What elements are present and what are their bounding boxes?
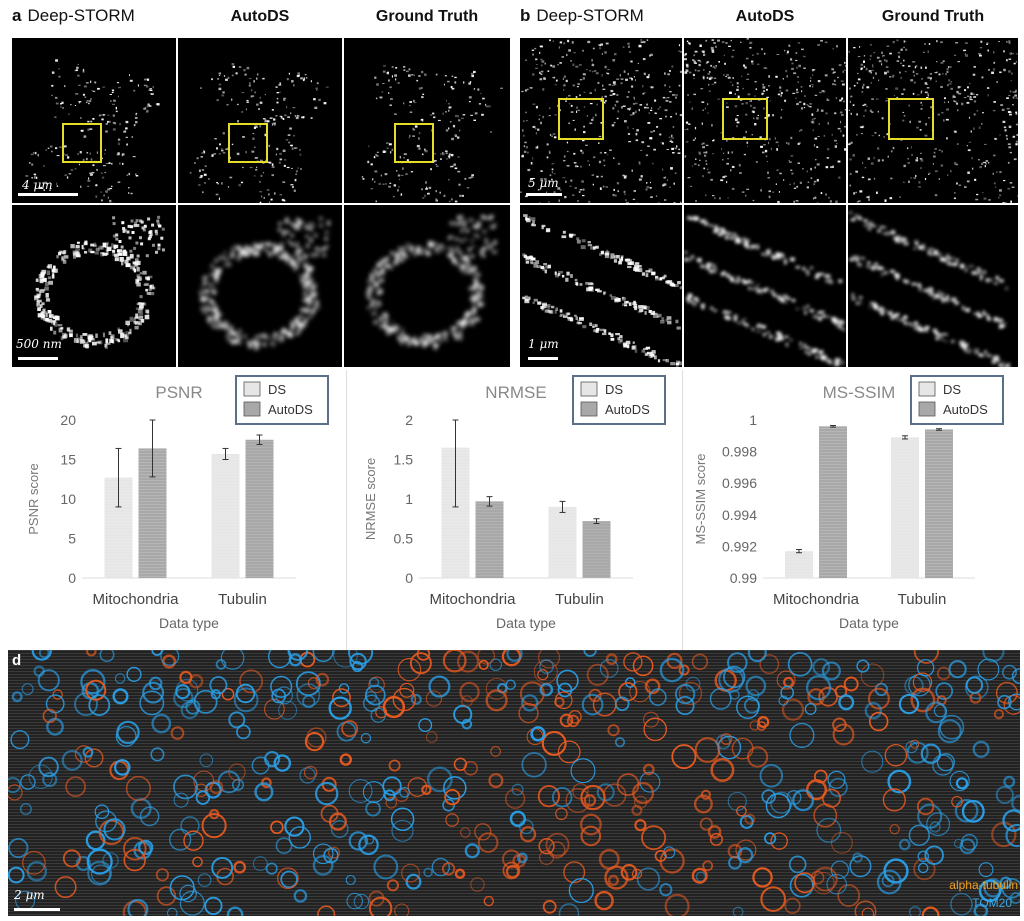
legend-label-ds: DS bbox=[605, 382, 623, 397]
legend-swatch-ds bbox=[580, 381, 598, 397]
panel-b-col-title-1: Deep-STORM bbox=[536, 6, 644, 25]
zoom-region-box bbox=[228, 123, 268, 163]
legend-label-ds: DS bbox=[943, 382, 961, 397]
x-axis-label: Data type bbox=[496, 615, 556, 631]
y-axis-label: PSNR score bbox=[26, 463, 41, 535]
y-tick-label: 0.992 bbox=[722, 538, 757, 554]
x-axis-label: Data type bbox=[159, 615, 219, 631]
y-tick-label: 10 bbox=[60, 491, 76, 507]
y-tick-label: 1 bbox=[405, 491, 413, 507]
y-tick-label: 0.996 bbox=[722, 475, 757, 491]
bar-ds-tubulin bbox=[891, 437, 919, 578]
zoom-region-box bbox=[394, 123, 434, 163]
legend-swatch-autods bbox=[918, 401, 936, 417]
y-tick-label: 0.998 bbox=[722, 444, 757, 460]
bar-ds-tubulin bbox=[211, 453, 240, 578]
panel-d-letter: d bbox=[12, 652, 22, 669]
x-tick-label: Tubulin bbox=[218, 591, 267, 608]
zoom-region-box bbox=[558, 98, 604, 140]
scalebar bbox=[18, 357, 58, 360]
y-tick-label: 1 bbox=[749, 412, 757, 428]
panel-b-deepstorm-overview: 5 μm bbox=[520, 38, 682, 203]
legend-swatch-autods bbox=[243, 401, 261, 417]
legend-alpha-tubulin: alpha-tubulin bbox=[949, 878, 1018, 892]
scalebar bbox=[18, 193, 78, 196]
nrmse-chart: NRMSE 0 0.5 1 1.5 2 NRMSE score Mitochondria Tub… bbox=[346, 370, 683, 650]
panel-b-col-title-2: AutoDS bbox=[735, 8, 795, 25]
panel-b-groundtruth-zoom bbox=[848, 205, 1018, 367]
chart-title: NRMSE bbox=[485, 383, 546, 402]
panel-a-col-title-1: Deep-STORM bbox=[27, 6, 135, 25]
y-tick-label: 5 bbox=[68, 531, 76, 547]
panel-d-image: d 2 μm alpha-tubulin TOM20 bbox=[8, 650, 1020, 916]
legend-swatch-autods bbox=[580, 401, 598, 417]
panel-a-deepstorm-zoom: 500 nm bbox=[12, 205, 176, 367]
zoom-region-box bbox=[62, 123, 102, 163]
legend-label-autods: AutoDS bbox=[943, 402, 988, 417]
scalebar-label: 500 nm bbox=[16, 337, 62, 351]
y-axis-label: NRMSE score bbox=[363, 458, 378, 540]
legend-label-ds: DS bbox=[268, 382, 286, 397]
y-tick-label: 0.994 bbox=[722, 507, 757, 523]
scalebar bbox=[526, 193, 562, 196]
y-axis-label: MS-SSIM score bbox=[693, 453, 708, 544]
scalebar bbox=[14, 908, 60, 911]
x-tick-label: Tubulin bbox=[898, 591, 947, 608]
panel-a-autods-overview bbox=[178, 38, 342, 203]
panel-a-autods-zoom bbox=[178, 205, 342, 367]
bar-autods-tubulin bbox=[925, 429, 953, 578]
panel-a-col-title-2: AutoDS bbox=[230, 8, 290, 25]
zoom-region-box bbox=[888, 98, 934, 140]
scalebar-label: 5 μm bbox=[528, 176, 559, 190]
panel-b-letter: b bbox=[520, 6, 531, 25]
panel-b-deepstorm-zoom: 1 μm bbox=[520, 205, 682, 367]
legend-swatch-ds bbox=[243, 381, 261, 397]
panel-a-col-title-3: Ground Truth bbox=[375, 8, 479, 25]
panel-a-groundtruth-zoom bbox=[344, 205, 510, 367]
legend-label-autods: AutoDS bbox=[268, 402, 313, 417]
y-tick-label: 0 bbox=[68, 570, 76, 586]
x-tick-label: Mitochondria bbox=[93, 591, 180, 608]
scalebar-label: 1 μm bbox=[528, 337, 559, 351]
zoom-region-box bbox=[722, 98, 768, 140]
y-tick-label: 1.5 bbox=[394, 452, 414, 468]
bar-autods-mitochondria bbox=[819, 426, 847, 578]
bar-ds-tubulin bbox=[548, 506, 577, 578]
x-tick-label: Tubulin bbox=[555, 591, 604, 608]
panel-b-col-title-3: Ground Truth bbox=[881, 8, 985, 25]
y-tick-label: 15 bbox=[60, 452, 76, 468]
y-tick-label: 2 bbox=[405, 412, 413, 428]
bar-autods-tubulin bbox=[245, 439, 274, 578]
panel-a-header: a Deep-STORM bbox=[12, 6, 135, 26]
y-tick-label: 0.99 bbox=[730, 570, 757, 586]
scalebar bbox=[528, 357, 558, 360]
y-tick-label: 0 bbox=[405, 570, 413, 586]
chart-title: PSNR bbox=[155, 383, 202, 402]
y-tick-label: 0.5 bbox=[394, 531, 414, 547]
scalebar-label: 2 μm bbox=[14, 888, 45, 902]
y-tick-label: 20 bbox=[60, 412, 76, 428]
x-tick-label: Mitochondria bbox=[773, 591, 860, 608]
x-axis-label: Data type bbox=[839, 615, 899, 631]
panel-b-autods-zoom bbox=[684, 205, 846, 367]
panel-b-groundtruth-overview bbox=[848, 38, 1018, 203]
bar-ds-mitochondria bbox=[785, 551, 813, 578]
psnr-chart: PSNR 0 5 10 15 20 PSNR score Mitochondria Tubuli… bbox=[10, 370, 346, 650]
legend-label-autods: AutoDS bbox=[605, 402, 650, 417]
panel-a-deepstorm-overview: 4 μm bbox=[12, 38, 176, 203]
msssim-chart: MS-SSIM 0.99 0.992 0.994 0.996 0.998 1 MS-SSIM … bbox=[682, 370, 1021, 650]
chart-title: MS-SSIM bbox=[823, 383, 896, 402]
scalebar-label: 4 μm bbox=[22, 178, 53, 192]
legend-tom20: TOM20 bbox=[972, 896, 1012, 910]
panel-b-autods-overview bbox=[684, 38, 846, 203]
legend-swatch-ds bbox=[918, 381, 936, 397]
panel-a-groundtruth-overview bbox=[344, 38, 510, 203]
panel-a-letter: a bbox=[12, 6, 22, 25]
bar-autods-tubulin bbox=[582, 521, 611, 578]
bar-autods-mitochondria bbox=[475, 501, 504, 578]
panel-b-header: b Deep-STORM bbox=[520, 6, 644, 26]
x-tick-label: Mitochondria bbox=[430, 591, 517, 608]
